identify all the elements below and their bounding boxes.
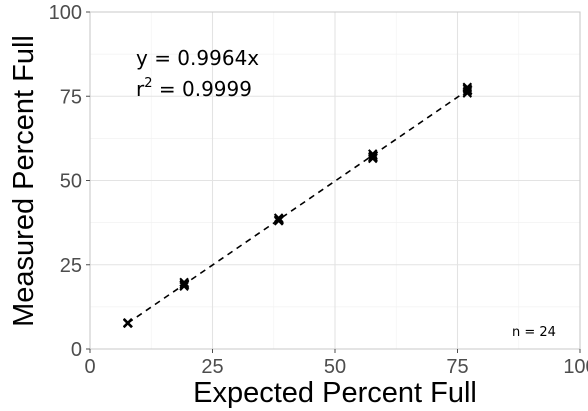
y-tick-label: 75: [60, 86, 82, 108]
data-point: [274, 215, 284, 225]
r-squared-superscript: 2: [144, 76, 152, 91]
fit-line: [127, 89, 468, 324]
x-axis-title: Expected Percent Full: [193, 377, 477, 409]
r-squared-annotation: r2 = 0.9999: [136, 76, 252, 101]
sample-size-annotation: n = 24: [512, 325, 556, 340]
x-tick-label: 50: [324, 356, 346, 378]
data-point: [273, 213, 284, 223]
x-tick-label: 75: [446, 356, 468, 378]
equation-annotation: y = 0.9964x: [136, 46, 259, 70]
data-point: [179, 277, 189, 287]
y-tick-label: 50: [60, 171, 82, 193]
data-point: [368, 152, 378, 163]
y-axis-title: Measured Percent Full: [8, 35, 40, 327]
x-tick-label: 0: [84, 356, 95, 378]
r-squared-value: = 0.9999: [153, 77, 252, 101]
x-tick-label: 25: [201, 356, 223, 378]
r-squared-base: r: [136, 77, 145, 101]
y-tick-label: 100: [49, 2, 82, 24]
y-axis-ticks: 0 25 50 75 100: [49, 2, 90, 361]
data-point: [179, 280, 190, 290]
x-axis-ticks: 0 25 50 75 100: [84, 349, 588, 378]
data-point: [462, 82, 473, 92]
data-point: [123, 318, 133, 328]
y-tick-label: 25: [60, 255, 82, 277]
y-tick-label: 0: [71, 339, 82, 361]
x-tick-label: 100: [563, 356, 588, 378]
data-points: [123, 82, 473, 329]
